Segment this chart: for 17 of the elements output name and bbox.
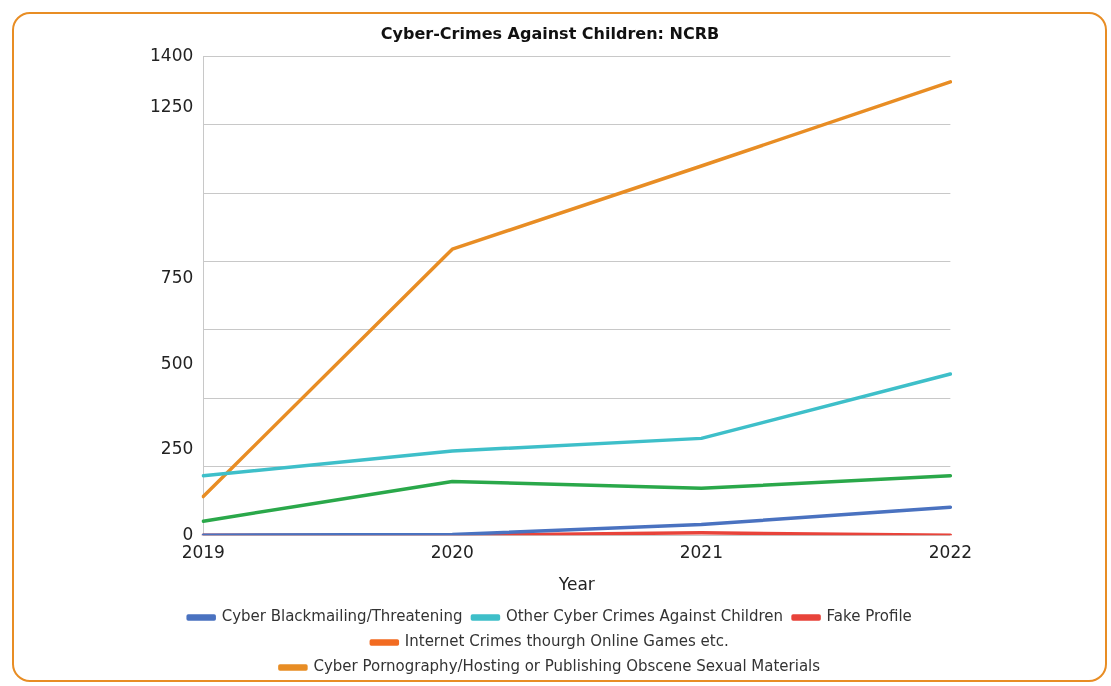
legend-label: Cyber Blackmailing/Threatening (221, 607, 463, 626)
x-tick-label: 2021 (679, 541, 723, 562)
chart-title: Cyber-Crimes Against Children: NCRB (380, 23, 720, 43)
x-tick-label: 2019 (181, 541, 225, 562)
x-tick-label: 2020 (430, 541, 474, 562)
y-tick-label: 250 (160, 438, 194, 459)
x-axis-title: Year (557, 574, 595, 595)
y-tick-label: 1400 (150, 44, 194, 65)
legend-label: Other Cyber Crimes Against Children (505, 607, 784, 626)
y-tick-label: 750 (160, 267, 194, 288)
legend-label: Cyber Pornography/Hosting or Publishing Obscene Sexual Materials (313, 657, 821, 676)
y-tick-label: 500 (160, 352, 194, 373)
legend-label: Internet Crimes thourgh Online Games etc. (404, 632, 729, 651)
y-tick-label: 1250 (150, 95, 194, 116)
x-tick-label: 2022 (928, 541, 972, 562)
y-tick-label: 0 (182, 523, 194, 544)
legend-label: Fake Profile (826, 607, 912, 626)
